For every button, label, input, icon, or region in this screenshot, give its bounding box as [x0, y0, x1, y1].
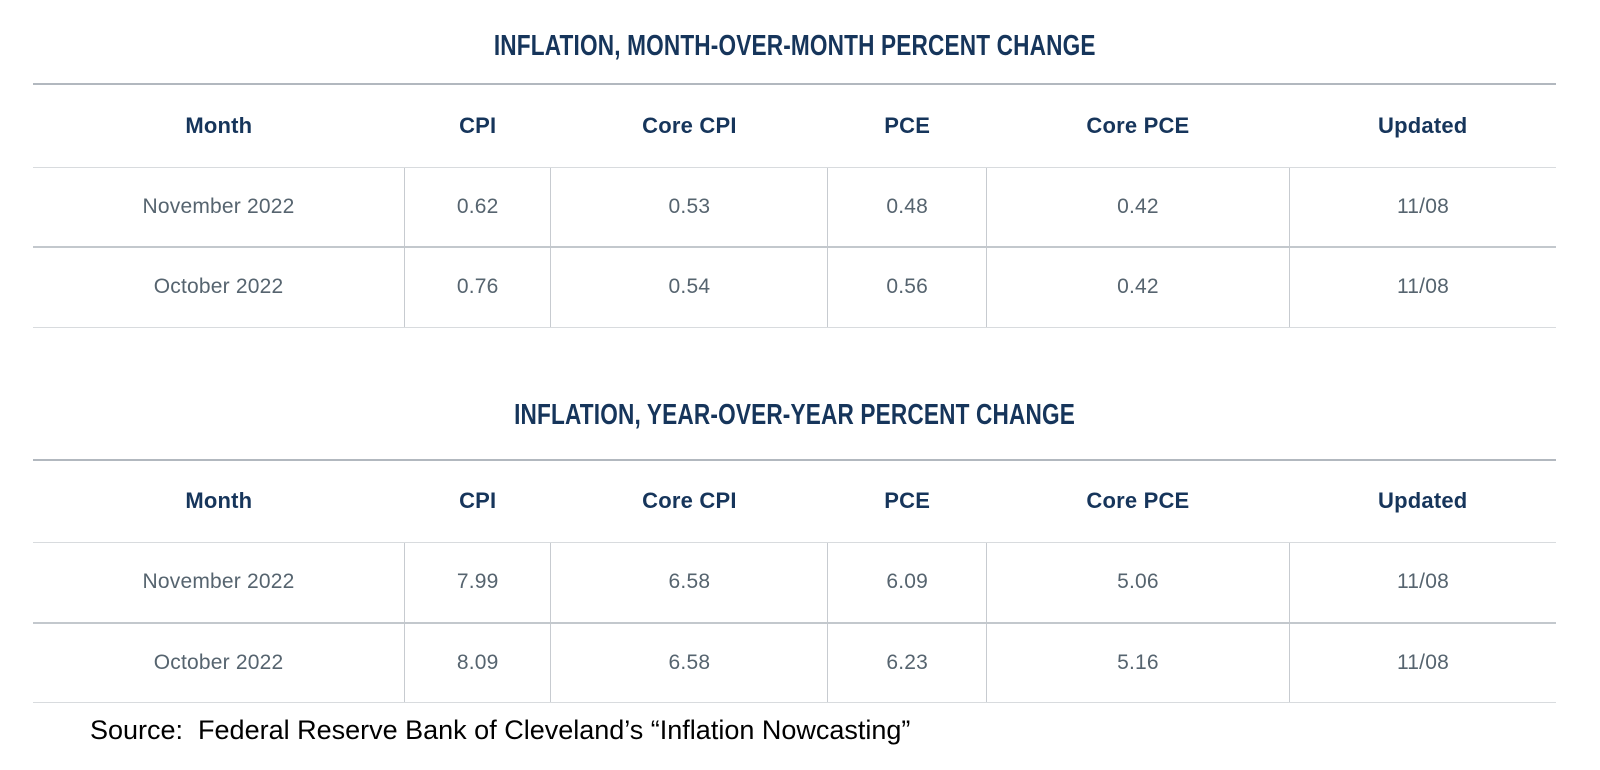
column-header-core-cpi: Core CPI	[550, 84, 828, 168]
column-header-updated: Updated	[1289, 459, 1556, 543]
column-header-cpi: CPI	[404, 84, 551, 168]
column-header-updated: Updated	[1289, 84, 1556, 168]
cell-pce: 0.56	[827, 247, 987, 328]
cell-pce: 6.09	[827, 542, 987, 624]
inflation-table-yoy: Month CPI Core CPI PCE Core PCE Updated …	[33, 458, 1556, 703]
header-row: Month CPI Core CPI PCE Core PCE Updated	[33, 84, 1556, 168]
cell-updated: 11/08	[1288, 247, 1556, 328]
source-note: Source: Federal Reserve Bank of Clevelan…	[90, 715, 911, 745]
page-content: INFLATION, MONTH-OVER-MONTH PERCENT CHAN…	[33, 0, 1556, 746]
cell-month: October 2022	[33, 247, 405, 328]
cell-core-cpi: 0.54	[550, 247, 828, 328]
cell-core-cpi: 0.53	[550, 167, 828, 248]
cell-cpi: 0.76	[404, 247, 551, 328]
column-header-pce: PCE	[827, 84, 987, 168]
column-header-core-pce: Core PCE	[986, 84, 1290, 168]
cell-core-pce: 0.42	[985, 167, 1290, 248]
column-header-core-pce: Core PCE	[986, 459, 1290, 543]
column-header-pce: PCE	[827, 459, 987, 543]
cell-cpi: 0.62	[404, 167, 551, 248]
table-title-mom-text: INFLATION, MONTH-OVER-MONTH PERCENT CHAN…	[493, 30, 1096, 62]
cell-month: November 2022	[33, 167, 405, 248]
cell-updated: 11/08	[1288, 542, 1556, 624]
column-header-month: Month	[33, 459, 405, 543]
cell-core-cpi: 6.58	[550, 542, 828, 624]
table-row-november: November 2022 0.62 0.53 0.48 0.42 11/08	[33, 167, 1556, 248]
cell-updated: 11/08	[1288, 622, 1556, 703]
inflation-table-mom: Month CPI Core CPI PCE Core PCE Updated …	[33, 83, 1556, 328]
column-header-core-cpi: Core CPI	[550, 459, 828, 543]
cell-cpi: 8.09	[404, 622, 551, 703]
table-row-november: November 2022 7.99 6.58 6.09 5.06 11/08	[33, 542, 1556, 624]
cell-core-pce: 5.06	[985, 542, 1290, 624]
table-title-yoy-text: INFLATION, YEAR-OVER-YEAR PERCENT CHANGE	[514, 398, 1075, 431]
header-row: Month CPI Core CPI PCE Core PCE Updated	[33, 459, 1556, 543]
table-title-mom: INFLATION, MONTH-OVER-MONTH PERCENT CHAN…	[33, 0, 1556, 83]
cell-cpi: 7.99	[404, 542, 551, 624]
cell-core-pce: 5.16	[985, 622, 1290, 703]
table-title-yoy: INFLATION, YEAR-OVER-YEAR PERCENT CHANGE	[33, 328, 1556, 459]
cell-updated: 11/08	[1288, 167, 1556, 248]
cell-core-pce: 0.42	[985, 247, 1290, 328]
cell-month: November 2022	[33, 542, 405, 624]
column-header-cpi: CPI	[404, 459, 551, 543]
column-header-month: Month	[33, 84, 405, 168]
cell-pce: 6.23	[827, 622, 987, 703]
table-row-october: October 2022 8.09 6.58 6.23 5.16 11/08	[33, 622, 1556, 703]
cell-month: October 2022	[33, 622, 405, 703]
cell-core-cpi: 6.58	[550, 622, 828, 703]
table-row-october: October 2022 0.76 0.54 0.56 0.42 11/08	[33, 247, 1556, 328]
cell-pce: 0.48	[827, 167, 987, 248]
